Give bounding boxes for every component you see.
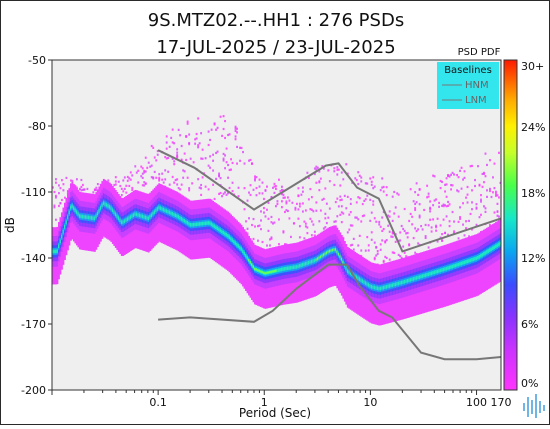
y-tick-label: -140 — [21, 252, 46, 265]
y-axis-ticks: -50 -80 -110 -140 -170 -200 — [21, 54, 52, 397]
x-tick-label: 0.1 — [149, 396, 167, 409]
x-tick-label: 100 — [466, 396, 487, 409]
baseline-lnm-line — [158, 263, 501, 361]
chart-subtitle: 17-JUL-2025 / 23-JUL-2025 — [156, 37, 395, 58]
colorbar-title: PSD PDF — [458, 47, 501, 58]
legend-hnm-label: HNM — [465, 80, 489, 91]
legend-lnm-label: LNM — [465, 95, 487, 106]
x-tick-label: 1 — [261, 396, 268, 409]
y-tick-label: -200 — [21, 384, 46, 397]
chart-title: 9S.MTZ02.--.HH1 : 276 PSDs — [148, 10, 404, 31]
colorbar-tick: 0% — [521, 377, 538, 390]
baseline-hnm-line — [157, 149, 501, 253]
y-tick-label: -80 — [28, 120, 46, 133]
x-tick-label: 170 — [491, 396, 512, 409]
waveform-logo-icon — [523, 394, 545, 418]
colorbar-tick: 18% — [521, 187, 545, 200]
y-tick-label: -50 — [28, 54, 46, 67]
colorbar-tick: 6% — [521, 318, 538, 331]
colorbar-ticks: 30+ 24% 18% 12% 6% 0% — [521, 60, 545, 390]
psd-density-cloud — [52, 115, 501, 326]
colorbar — [503, 59, 518, 391]
y-tick-label: -170 — [21, 318, 46, 331]
x-axis-label: Period (Sec) — [239, 406, 311, 420]
y-tick-label: -110 — [21, 186, 46, 199]
colorbar-tick: 24% — [521, 121, 545, 134]
x-axis-ticks: 0.1 1 10 100 170 — [51, 390, 512, 409]
baseline-legend: Baselines HNM LNM — [437, 62, 499, 109]
colorbar-tick: 12% — [521, 252, 545, 265]
legend-title: Baselines — [444, 65, 492, 76]
y-axis-label: dB — [3, 217, 17, 233]
x-tick-label: 10 — [363, 396, 377, 409]
plot-border — [51, 59, 502, 391]
colorbar-tick: 30+ — [521, 60, 544, 73]
baseline-lines — [157, 149, 501, 361]
